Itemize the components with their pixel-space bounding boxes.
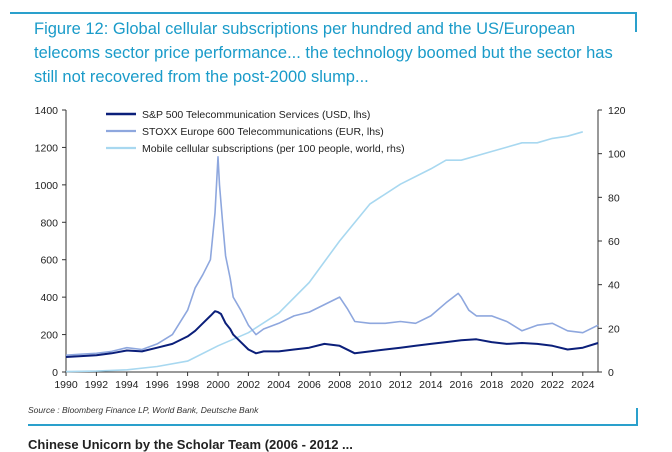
right-y-tick-label: 100 <box>608 149 626 161</box>
x-tick-label: 2016 <box>450 379 474 391</box>
legend-label: Mobile cellular subscriptions (per 100 p… <box>142 143 405 155</box>
x-tick-label: 2008 <box>328 379 352 391</box>
left-y-tick-label: 1400 <box>35 105 59 117</box>
figure-frame-bottom <box>28 424 638 426</box>
x-tick-label: 2000 <box>206 379 230 391</box>
right-y-tick-label: 40 <box>608 280 620 292</box>
legend: S&P 500 Telecommunication Services (USD,… <box>106 109 405 155</box>
left-y-tick-label: 600 <box>40 255 58 267</box>
left-y-tick-label: 1000 <box>35 180 59 192</box>
x-tick-label: 2012 <box>389 379 413 391</box>
x-tick-label: 2006 <box>298 379 322 391</box>
left-y-tick-label: 1200 <box>35 142 59 154</box>
left-y-tick-label: 800 <box>40 217 58 229</box>
left-y-tick-label: 0 <box>52 367 58 379</box>
x-tick-label: 2014 <box>419 379 443 391</box>
legend-label: S&P 500 Telecommunication Services (USD,… <box>142 109 370 121</box>
series-layer <box>65 131 599 373</box>
series-line-sp500-telecom <box>65 310 599 358</box>
line-chart: 0 200 400 600 800 1000 1200 1400 0 20 40 60 80 100 120… <box>35 105 626 391</box>
figure-frame-bottom-right <box>636 408 638 425</box>
x-tick-label: 1994 <box>115 379 139 391</box>
x-tick-label: 2010 <box>358 379 382 391</box>
x-tick-label: 2022 <box>541 379 565 391</box>
legend-label: STOXX Europe 600 Telecommunications (EUR… <box>142 126 384 138</box>
x-tick-label: 1990 <box>54 379 78 391</box>
figure-frame-right <box>635 12 637 32</box>
axes-layer: 0 200 400 600 800 1000 1200 1400 0 20 40 60 80 100 120… <box>35 105 626 391</box>
right-y-tick-label: 20 <box>608 323 620 335</box>
figure-title: Figure 12: Global cellular subscriptions… <box>34 20 613 86</box>
series-line-mobile-subscriptions <box>65 131 584 373</box>
x-tick-label: 1998 <box>176 379 200 391</box>
x-tick-label: 2024 <box>571 379 595 391</box>
x-tick-label: 2004 <box>267 379 291 391</box>
left-y-tick-label: 200 <box>40 330 58 342</box>
source-note: Source : Bloomberg Finance LP, World Ban… <box>28 405 259 415</box>
x-tick-label: 1992 <box>85 379 109 391</box>
right-y-tick-label: 0 <box>608 367 614 379</box>
right-y-tick-label: 60 <box>608 236 620 248</box>
left-y-tick-label: 400 <box>40 292 58 304</box>
x-tick-label: 2020 <box>510 379 534 391</box>
right-y-tick-label: 120 <box>608 105 626 117</box>
x-tick-label: 1996 <box>146 379 170 391</box>
x-tick-label: 2018 <box>480 379 504 391</box>
figure-frame-top <box>10 12 636 14</box>
right-y-tick-label: 80 <box>608 192 620 204</box>
x-tick-label: 2002 <box>237 379 261 391</box>
series-line-stoxx-europe-telecom <box>65 155 599 356</box>
